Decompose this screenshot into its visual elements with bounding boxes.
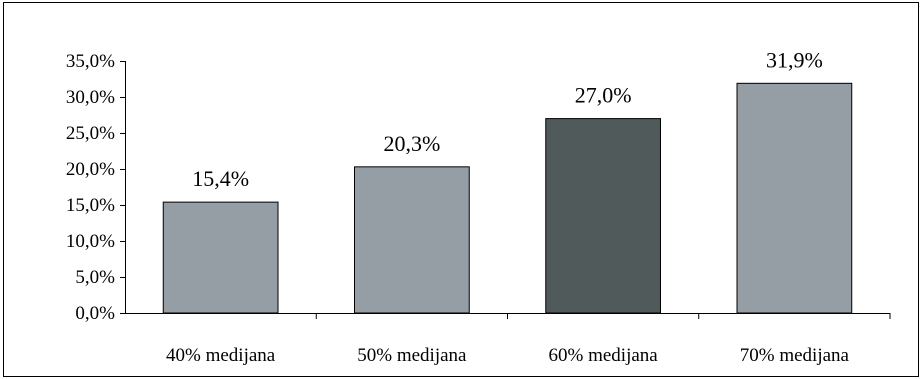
x-tick-label: 60% medijana: [549, 345, 659, 366]
bar: [545, 118, 661, 314]
y-tick-label: 30,0%: [66, 87, 115, 108]
y-tick-label: 20,0%: [66, 159, 115, 180]
y-axis-ticks: 0,0% 5,0% 10,0% 15,0% 20,0% 25,0% 30,0% 35,0%: [66, 51, 125, 324]
bar: [162, 201, 279, 314]
x-tick-label: 40% medijana: [166, 345, 276, 366]
data-label: 15,4%: [192, 166, 249, 191]
bar: [736, 82, 853, 314]
bars: [162, 82, 853, 314]
data-label: 20,3%: [383, 131, 440, 156]
x-tick-label: 50% medijana: [357, 345, 467, 366]
y-tick-label: 0,0%: [75, 303, 115, 324]
x-tick-label: 70% medijana: [740, 345, 850, 366]
y-tick-label: 35,0%: [66, 51, 115, 72]
data-labels: 15,4% 20,3% 27,0% 31,9%: [192, 47, 823, 191]
y-tick-label: 5,0%: [75, 267, 115, 288]
y-tick-label: 15,0%: [66, 195, 115, 216]
bar: [354, 166, 470, 314]
data-label: 31,9%: [766, 47, 823, 72]
y-tick-label: 25,0%: [66, 123, 115, 144]
y-tick-label: 10,0%: [66, 231, 115, 252]
data-label: 27,0%: [575, 83, 632, 108]
x-axis-labels: 40% medijana 50% medijana 60% medijana 70% …: [166, 313, 891, 366]
